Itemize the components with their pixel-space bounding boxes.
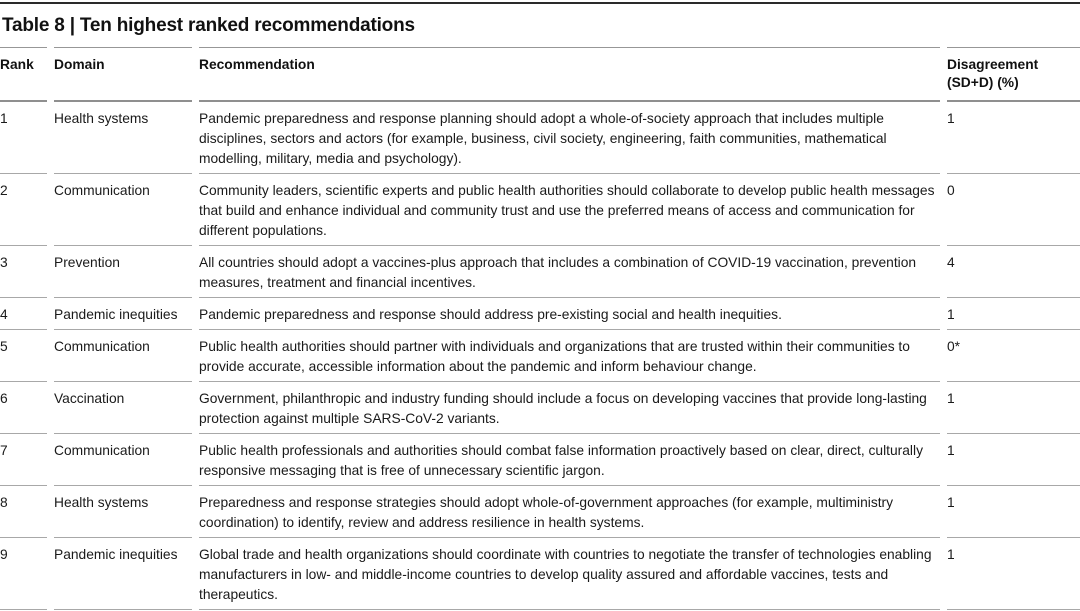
domain-cell: Health systems bbox=[54, 102, 192, 175]
header-row: Rank Domain Recommendation Disagreement … bbox=[0, 47, 1080, 103]
rank-cell: 6 bbox=[0, 382, 47, 435]
domain-cell: Communication bbox=[54, 174, 192, 247]
table-row: 8 Health systems Preparedness and respon… bbox=[0, 486, 1080, 539]
disagreement-cell: 1 bbox=[947, 298, 1080, 331]
domain-cell: Communication bbox=[54, 330, 192, 383]
domain-cell: Pandemic inequities bbox=[54, 538, 192, 611]
table-title: Table 8 | Ten highest ranked recommendat… bbox=[2, 15, 415, 36]
disagreement-cell: 0* bbox=[947, 330, 1080, 383]
disagreement-cell: 1 bbox=[947, 434, 1080, 487]
table-row: 3 Prevention All countries should adopt … bbox=[0, 246, 1080, 299]
table-row: 7 Communication Public health profession… bbox=[0, 434, 1080, 487]
recommendation-cell: Public health professionals and authorit… bbox=[199, 434, 940, 487]
recommendation-cell: Pandemic preparedness and response plann… bbox=[199, 102, 940, 175]
disagreement-cell: 0 bbox=[947, 174, 1080, 247]
disagreement-cell: 4 bbox=[947, 246, 1080, 299]
table-row: 2 Communication Community leaders, scien… bbox=[0, 174, 1080, 247]
column-header-recommendation: Recommendation bbox=[199, 47, 940, 103]
column-header-rank: Rank bbox=[0, 47, 47, 103]
table-row: 5 Communication Public health authoritie… bbox=[0, 330, 1080, 383]
recommendations-table: Rank Domain Recommendation Disagreement … bbox=[0, 47, 1080, 611]
rank-cell: 8 bbox=[0, 486, 47, 539]
recommendation-cell: All countries should adopt a vaccines-pl… bbox=[199, 246, 940, 299]
rank-cell: 1 bbox=[0, 102, 47, 175]
recommendation-cell: Preparedness and response strategies sho… bbox=[199, 486, 940, 539]
rank-cell: 2 bbox=[0, 174, 47, 247]
disagreement-cell: 1 bbox=[947, 538, 1080, 611]
column-header-domain: Domain bbox=[54, 47, 192, 103]
disagreement-cell: 1 bbox=[947, 382, 1080, 435]
table-body: 1 Health systems Pandemic preparedness a… bbox=[0, 102, 1080, 611]
rank-cell: 3 bbox=[0, 246, 47, 299]
recommendation-cell: Global trade and health organizations sh… bbox=[199, 538, 940, 611]
rank-cell: 9 bbox=[0, 538, 47, 611]
domain-cell: Health systems bbox=[54, 486, 192, 539]
table-top-rule bbox=[0, 2, 1080, 4]
recommendation-cell: Community leaders, scientific experts an… bbox=[199, 174, 940, 247]
table-row: 9 Pandemic inequities Global trade and h… bbox=[0, 538, 1080, 611]
disagreement-cell: 1 bbox=[947, 486, 1080, 539]
recommendation-cell: Public health authorities should partner… bbox=[199, 330, 940, 383]
table-row: 6 Vaccination Government, philanthropic … bbox=[0, 382, 1080, 435]
recommendation-cell: Government, philanthropic and industry f… bbox=[199, 382, 940, 435]
table-header: Rank Domain Recommendation Disagreement … bbox=[0, 47, 1080, 103]
domain-cell: Communication bbox=[54, 434, 192, 487]
domain-cell: Pandemic inequities bbox=[54, 298, 192, 331]
rank-cell: 4 bbox=[0, 298, 47, 331]
domain-cell: Prevention bbox=[54, 246, 192, 299]
recommendation-cell: Pandemic preparedness and response shoul… bbox=[199, 298, 940, 331]
table-row: 1 Health systems Pandemic preparedness a… bbox=[0, 102, 1080, 175]
table-row: 4 Pandemic inequities Pandemic preparedn… bbox=[0, 298, 1080, 331]
column-header-disagreement: Disagreement (SD+D) (%) bbox=[947, 47, 1080, 103]
disagreement-cell: 1 bbox=[947, 102, 1080, 175]
rank-cell: 7 bbox=[0, 434, 47, 487]
domain-cell: Vaccination bbox=[54, 382, 192, 435]
rank-cell: 5 bbox=[0, 330, 47, 383]
